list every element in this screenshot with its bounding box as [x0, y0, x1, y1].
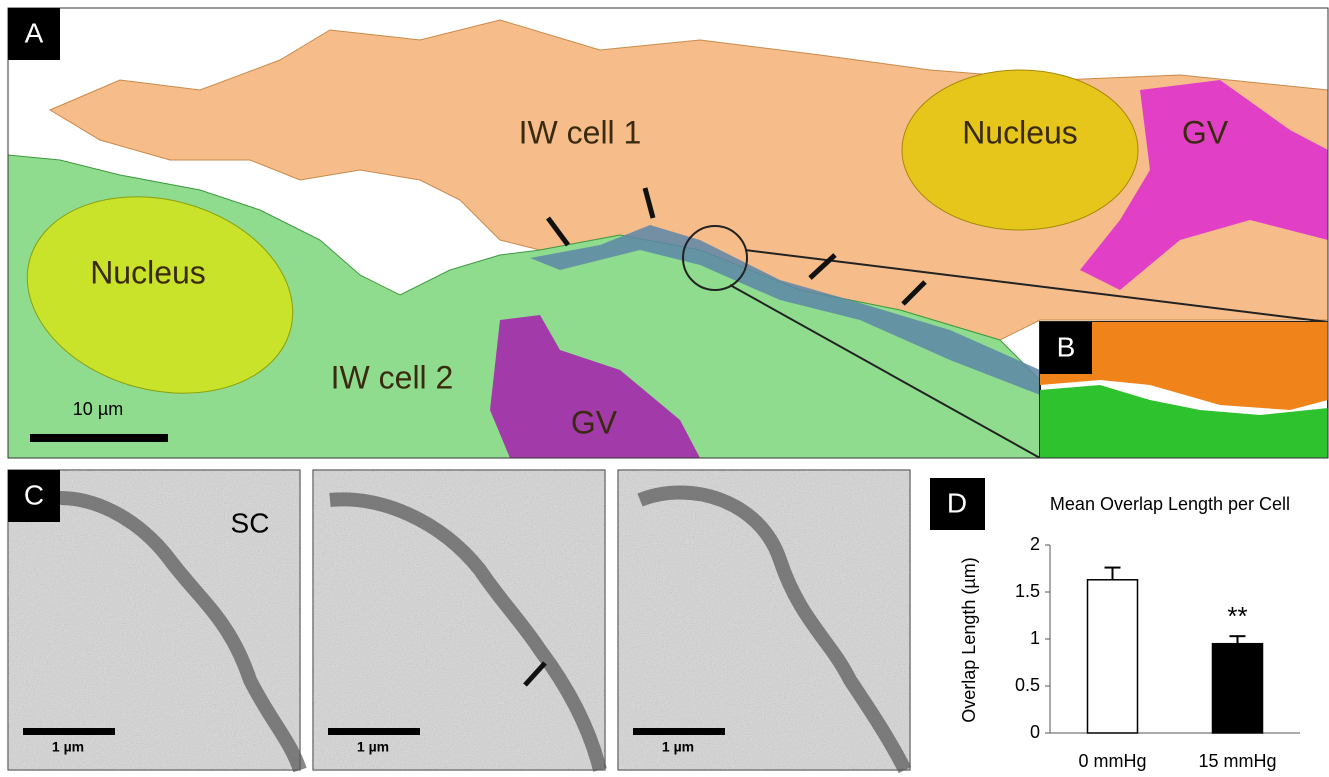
annotation: SC	[231, 507, 270, 538]
y-tick-label: 1.5	[1015, 581, 1040, 601]
annotation: IW cell 1	[519, 114, 642, 150]
bar	[1088, 580, 1138, 733]
micrograph-noise	[618, 470, 910, 770]
chart-title: Mean Overlap Length per Cell	[1050, 494, 1290, 514]
panel-label: C	[24, 479, 44, 510]
x-tick-label: 15 mmHg	[1198, 751, 1276, 771]
x-tick-label: 0 mmHg	[1078, 751, 1146, 771]
annotation: Nucleus	[962, 114, 1078, 150]
scale-bar	[23, 728, 115, 735]
y-axis-label: Overlap Length (µm)	[959, 557, 979, 722]
scale-bar	[328, 728, 420, 735]
figure: IW cell 1 Nucleus GV Nucleus IW cell 2 G…	[0, 0, 1329, 777]
y-tick-label: 1	[1030, 628, 1040, 648]
scale-bar-label: 10 µm	[73, 399, 123, 419]
y-tick-label: 2	[1030, 534, 1040, 554]
annotation: Nucleus	[90, 254, 206, 290]
scale-bar-label: 1 µm	[662, 739, 694, 755]
bar	[1213, 644, 1263, 733]
scale-bar	[633, 728, 725, 735]
significance: **	[1227, 601, 1247, 631]
panel-label: B	[1057, 331, 1076, 362]
panel-c: 1 µm 1 µm 1 µm	[8, 470, 910, 770]
annotation: GV	[571, 404, 618, 440]
scale-bar	[30, 434, 168, 442]
micrograph-noise	[313, 470, 605, 770]
y-tick-label: 0.5	[1015, 675, 1040, 695]
annotation: IW cell 2	[331, 359, 454, 395]
panel-a: IW cell 1 Nucleus GV Nucleus IW cell 2 G…	[5, 8, 1328, 458]
annotation: GV	[1182, 114, 1229, 150]
panel-label: A	[25, 17, 44, 48]
y-tick-label: 0	[1030, 722, 1040, 742]
panel-label: D	[947, 487, 967, 518]
scale-bar-label: 1 µm	[357, 739, 389, 755]
scale-bar-label: 1 µm	[52, 739, 84, 755]
